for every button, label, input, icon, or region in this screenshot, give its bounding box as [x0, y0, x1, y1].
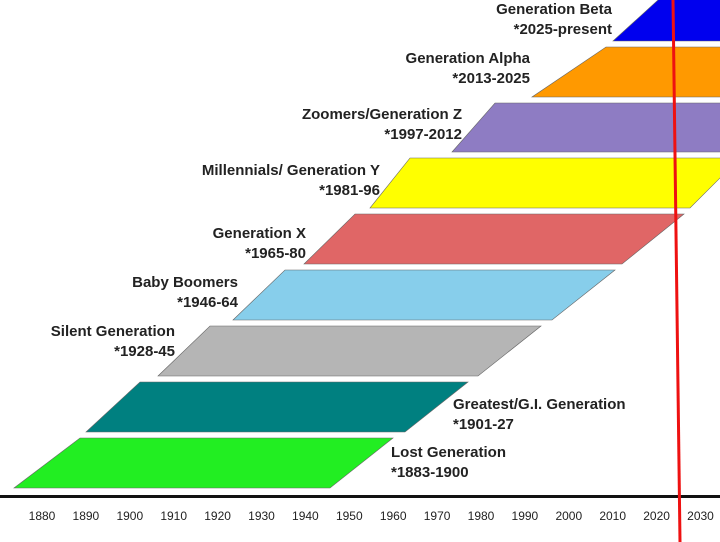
- generation-years: *2025-present: [513, 21, 612, 38]
- tick-label: 2000: [555, 509, 583, 523]
- generation-name: Greatest/G.I. Generation: [453, 396, 626, 413]
- generation-years: *1997-2012: [384, 126, 462, 143]
- generation-name: Generation Beta: [496, 1, 612, 18]
- tick-label: 1940: [292, 509, 319, 523]
- generation-name: Silent Generation: [50, 323, 175, 340]
- generation-label: Baby Boomers *1946-64: [132, 273, 238, 313]
- generation-name: Lost Generation: [391, 444, 507, 461]
- generation-band: [232, 269, 616, 321]
- generation-name: Baby Boomers: [132, 274, 238, 291]
- generation-label: Greatest/G.I. Generation *1901-27: [453, 395, 626, 435]
- generation-label: Generation X *1965-80: [213, 224, 306, 264]
- generation-band: [612, 0, 720, 42]
- generation-label: Lost Generation *1883-1900: [391, 443, 506, 483]
- generation-band: [157, 325, 542, 377]
- tick-label: 1970: [423, 509, 451, 523]
- tick-label: 2010: [599, 509, 627, 523]
- generation-name: Zoomers/Generation Z: [301, 106, 462, 123]
- generation-name: Millennials/ Generation Y: [201, 162, 380, 179]
- generation-label: Generation Alpha *2013-2025: [406, 49, 530, 89]
- generation-label: Silent Generation *1928-45: [51, 322, 175, 362]
- generation-name: Generation Alpha: [405, 50, 530, 67]
- axis-line: [0, 495, 720, 498]
- generation-years: *1981-96: [319, 182, 380, 199]
- tick-label: 1960: [379, 509, 407, 523]
- generation-band: [303, 213, 685, 265]
- generation-label: Generation Beta *2025-present: [496, 0, 612, 40]
- tick-label: 1990: [511, 509, 539, 523]
- generation-band: [85, 381, 469, 433]
- tick-label: 1930: [248, 509, 275, 523]
- generation-band: [451, 102, 720, 153]
- generation-label: Millennials/ Generation Y *1981-96: [202, 161, 380, 201]
- generation-band: [13, 437, 394, 489]
- generation-years: *1946-64: [177, 294, 238, 311]
- tick-label: 1900: [116, 509, 144, 523]
- generation-label: Zoomers/Generation Z *1997-2012: [302, 105, 462, 145]
- generation-band: [369, 157, 720, 209]
- generation-years: *2013-2025: [452, 70, 530, 87]
- generation-years: *1883-1900: [391, 464, 469, 481]
- generation-years: *1965-80: [245, 245, 306, 262]
- tick-label: 2030: [687, 509, 714, 523]
- tick-label: 1890: [72, 509, 100, 523]
- tick-label: 1950: [335, 509, 363, 523]
- tick-label: 1980: [467, 509, 495, 523]
- tick-label: 1880: [28, 509, 56, 523]
- tick-label: 1920: [204, 509, 231, 523]
- current-year-marker: [671, 0, 682, 542]
- generation-years: *1901-27: [453, 416, 514, 433]
- tick-label: 1910: [160, 509, 188, 523]
- generation-name: Generation X: [212, 225, 306, 242]
- generation-years: *1928-45: [114, 343, 175, 360]
- tick-label: 2020: [643, 509, 670, 523]
- generation-band: [531, 46, 720, 98]
